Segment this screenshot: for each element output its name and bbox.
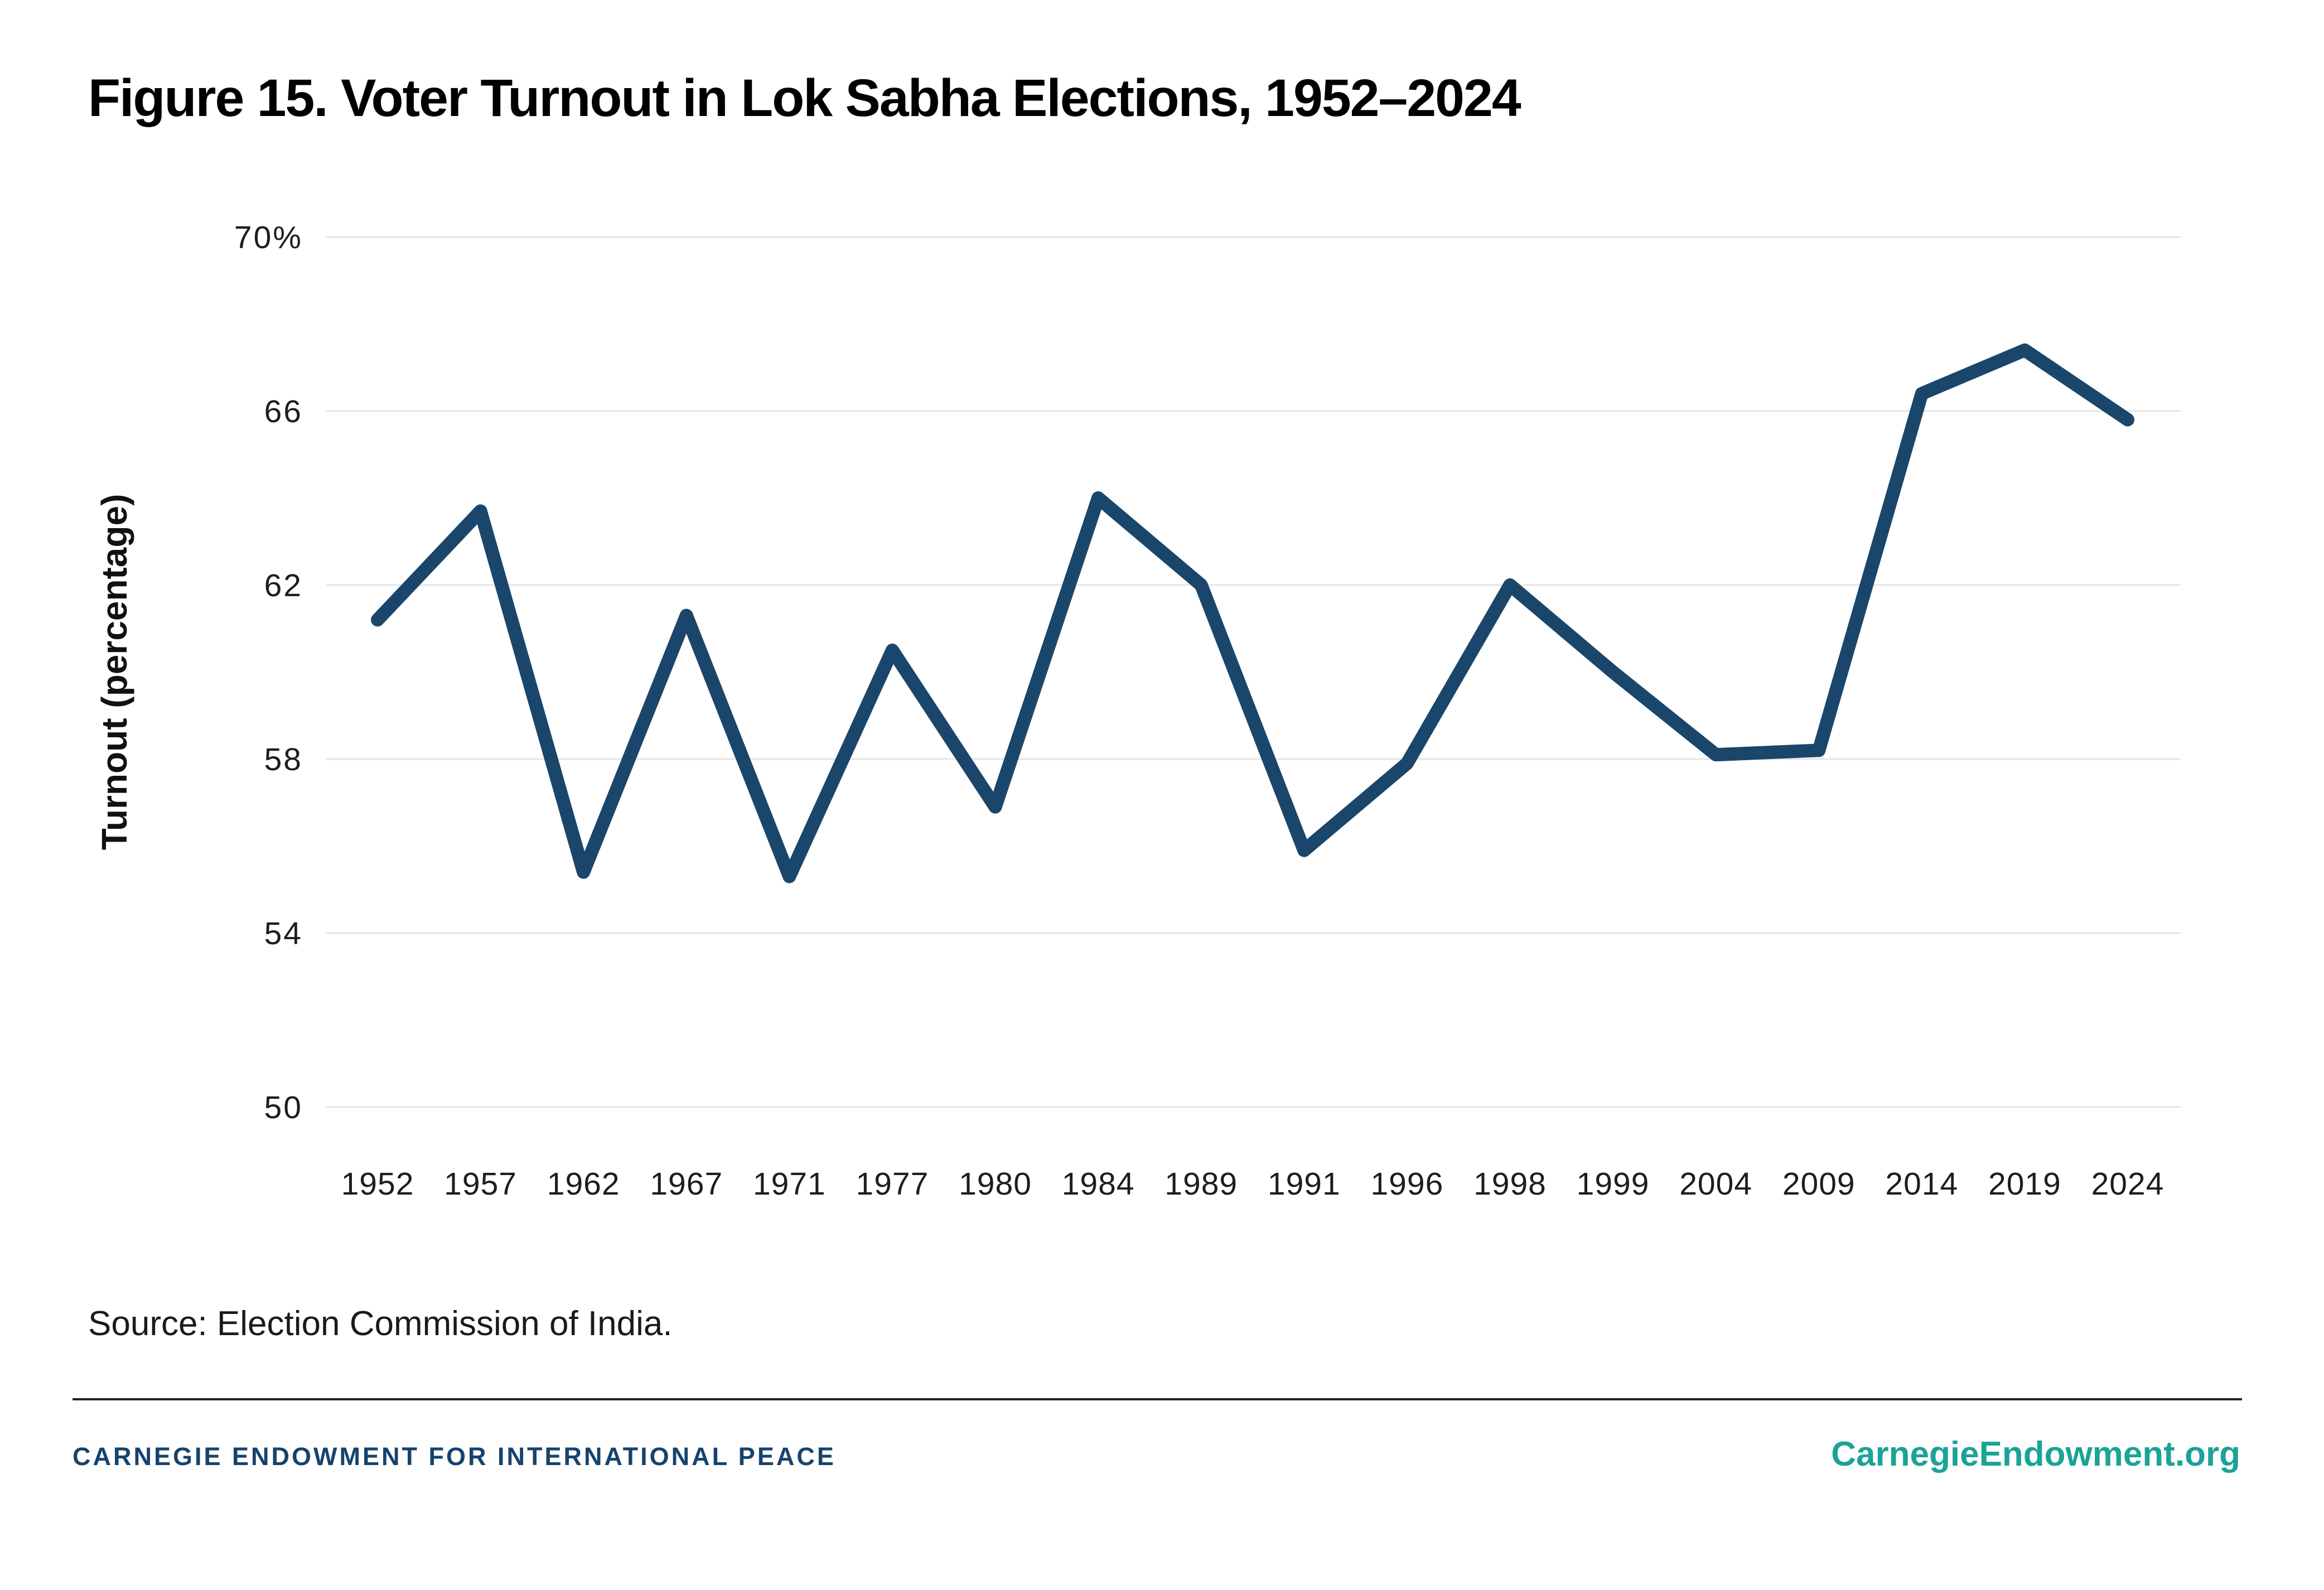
x-tick-label: 1999 bbox=[1577, 1166, 1650, 1202]
y-axis-title: Turnout (percentage) bbox=[94, 494, 134, 850]
y-tick-label: 66 bbox=[264, 394, 303, 429]
x-tick-label: 1984 bbox=[1062, 1166, 1135, 1202]
x-tick-label: 2009 bbox=[1782, 1166, 1856, 1202]
x-tick-label: 1971 bbox=[753, 1166, 826, 1202]
y-tick-label: 50 bbox=[264, 1090, 303, 1125]
x-tick-label: 1989 bbox=[1165, 1166, 1238, 1202]
footer-divider bbox=[73, 1398, 2242, 1400]
y-tick-label: 70% bbox=[234, 220, 303, 255]
x-tick-label: 1980 bbox=[959, 1166, 1032, 1202]
x-tick-label: 1977 bbox=[856, 1166, 929, 1202]
footer-organization-name: CARNEGIE ENDOWMENT FOR INTERNATIONAL PEA… bbox=[73, 1442, 836, 1471]
x-tick-label: 2024 bbox=[2091, 1166, 2164, 1202]
y-axis-tick-labels: 70% 66 62 58 54 50 bbox=[234, 220, 303, 1125]
x-tick-label: 1996 bbox=[1370, 1166, 1443, 1202]
x-tick-label: 1957 bbox=[444, 1166, 517, 1202]
y-tick-label: 54 bbox=[264, 916, 303, 951]
y-tick-label: 62 bbox=[264, 568, 303, 603]
footer-website-link[interactable]: CarnegieEndowment.org bbox=[1831, 1435, 2240, 1473]
gridlines bbox=[326, 236, 2181, 1108]
x-tick-label: 1952 bbox=[341, 1166, 414, 1202]
x-tick-label: 1967 bbox=[650, 1166, 723, 1202]
x-tick-label: 2014 bbox=[1885, 1166, 1958, 1202]
x-tick-label: 1998 bbox=[1473, 1166, 1547, 1202]
y-tick-label: 58 bbox=[264, 742, 303, 777]
turnout-series bbox=[371, 343, 2134, 883]
x-axis-tick-labels: 1952 1957 1962 1967 1971 1977 1980 1984 1989 1991… bbox=[341, 1166, 2164, 1202]
x-tick-label: 2019 bbox=[1988, 1166, 2061, 1202]
source-note: Source: Election Commission of India. bbox=[88, 1304, 673, 1343]
x-tick-label: 1962 bbox=[547, 1166, 620, 1202]
turnout-line bbox=[371, 343, 2134, 883]
chart-title: Figure 15. Voter Turnout in Lok Sabha El… bbox=[88, 69, 1521, 128]
x-tick-label: 1991 bbox=[1268, 1166, 1341, 1202]
x-tick-label: 2004 bbox=[1679, 1166, 1752, 1202]
